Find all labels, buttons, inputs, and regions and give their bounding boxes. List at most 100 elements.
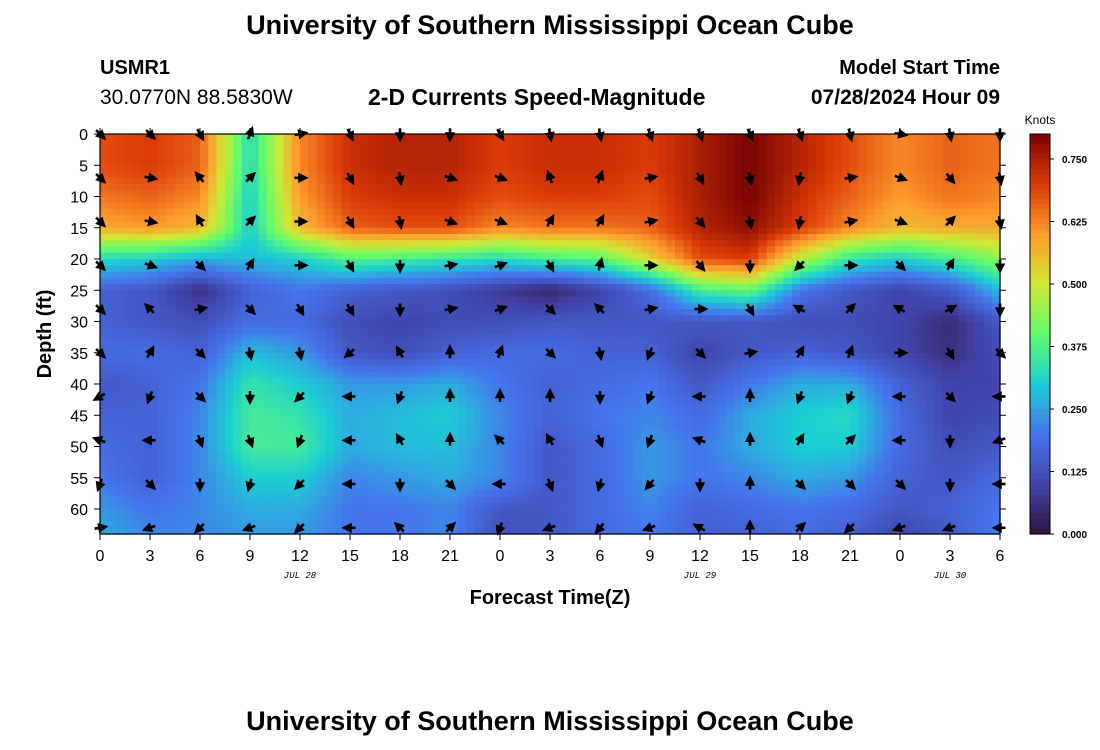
heatmap-cell <box>283 202 293 210</box>
heatmap-cell <box>908 246 918 254</box>
heatmap-cell <box>175 309 184 316</box>
heatmap-cell <box>183 340 193 348</box>
heatmap-cell <box>266 290 276 298</box>
heatmap-cell <box>475 246 484 254</box>
heatmap-cell <box>233 302 243 310</box>
heatmap-cell <box>108 227 118 235</box>
heatmap-cell <box>858 177 868 185</box>
heatmap-cell <box>800 396 809 404</box>
heatmap-cell <box>675 352 684 360</box>
heatmap-cell <box>550 184 559 191</box>
heatmap-cell <box>275 290 284 298</box>
heatmap-cell <box>500 352 509 360</box>
heatmap-cell <box>891 346 901 354</box>
heatmap-cell <box>700 296 709 304</box>
heatmap-cell <box>350 246 359 254</box>
heatmap-cell <box>266 240 276 248</box>
heatmap-cell <box>858 284 868 291</box>
heatmap-cell <box>533 271 543 279</box>
heatmap-cell <box>641 415 651 423</box>
heatmap-cell <box>825 177 834 185</box>
heatmap-cell <box>175 371 184 379</box>
heatmap-cell <box>550 290 559 298</box>
heatmap-cell <box>216 315 226 323</box>
heatmap-cell <box>850 284 859 291</box>
heatmap-cell <box>208 296 218 304</box>
heatmap-cell <box>441 396 451 404</box>
heatmap-cell <box>641 265 651 273</box>
heatmap-cell <box>541 240 551 248</box>
heatmap-cell <box>875 334 884 341</box>
heatmap-cell <box>533 196 543 204</box>
heatmap-cell <box>566 196 576 204</box>
heatmap-cell <box>216 371 226 379</box>
heatmap-cell <box>750 227 759 235</box>
heatmap-cell <box>375 177 384 185</box>
heatmap-cell <box>600 177 609 185</box>
heatmap-cell <box>825 184 834 191</box>
heatmap-cell <box>550 140 559 148</box>
heatmap-cell <box>275 390 284 398</box>
heatmap-cell <box>616 352 626 360</box>
heatmap-cell <box>591 252 601 260</box>
heatmap-cell <box>766 321 776 329</box>
heatmap-cell <box>116 352 126 360</box>
heatmap-cell <box>941 252 951 260</box>
heatmap-cell <box>533 390 543 398</box>
heatmap-cell <box>700 227 709 235</box>
heatmap-cell <box>491 296 501 304</box>
heatmap-cell <box>225 209 234 216</box>
heatmap-cell <box>816 415 826 423</box>
heatmap-cell <box>758 215 768 223</box>
heatmap-cell <box>266 259 276 266</box>
heatmap-cell <box>916 177 926 185</box>
heatmap-cell <box>741 184 751 191</box>
heatmap-cell <box>108 346 118 354</box>
heatmap-cell <box>766 140 776 148</box>
heatmap-cell <box>291 377 301 385</box>
heatmap-cell <box>716 190 726 198</box>
heatmap-cell <box>208 384 218 391</box>
heatmap-cell <box>100 240 109 248</box>
heatmap-cell <box>508 146 518 154</box>
heatmap-cell <box>725 209 734 216</box>
heatmap-cell <box>133 290 143 298</box>
heatmap-cell <box>966 165 976 173</box>
heatmap-cell <box>250 140 259 148</box>
heatmap-cell <box>808 321 818 329</box>
heatmap-cell <box>500 402 509 410</box>
heatmap-cell <box>325 340 334 348</box>
heatmap-cell <box>266 396 276 404</box>
heatmap-cell <box>675 146 684 154</box>
heatmap-cell <box>858 252 868 260</box>
heatmap-cell <box>850 271 859 279</box>
heatmap-cell <box>650 277 659 285</box>
heatmap-cell <box>441 146 451 154</box>
heatmap-cell <box>325 334 334 341</box>
heatmap-cell <box>366 190 376 198</box>
heatmap-cell <box>533 265 543 273</box>
heatmap-cell <box>258 165 268 173</box>
heatmap-cell <box>633 384 643 391</box>
heatmap-cell <box>125 421 134 429</box>
heatmap-cell <box>716 334 726 341</box>
heatmap-cell <box>333 377 343 385</box>
heatmap-cell <box>983 365 993 373</box>
heatmap-cell <box>733 184 743 191</box>
heatmap-cell <box>166 202 176 210</box>
heatmap-cell <box>708 371 718 379</box>
heatmap-cell <box>308 134 318 141</box>
heatmap-cell <box>658 159 668 166</box>
heatmap-cell <box>491 152 501 160</box>
heatmap-cell <box>191 421 201 429</box>
heatmap-cell <box>575 171 584 179</box>
heatmap-cell <box>350 309 359 316</box>
heatmap-cell <box>433 277 443 285</box>
heatmap-cell <box>708 165 718 173</box>
heatmap-cell <box>508 202 518 210</box>
heatmap-cell <box>825 265 834 273</box>
heatmap-cell <box>108 402 118 410</box>
heatmap-cell <box>925 265 934 273</box>
heatmap-cell <box>858 209 868 216</box>
heatmap-cell <box>866 240 876 248</box>
